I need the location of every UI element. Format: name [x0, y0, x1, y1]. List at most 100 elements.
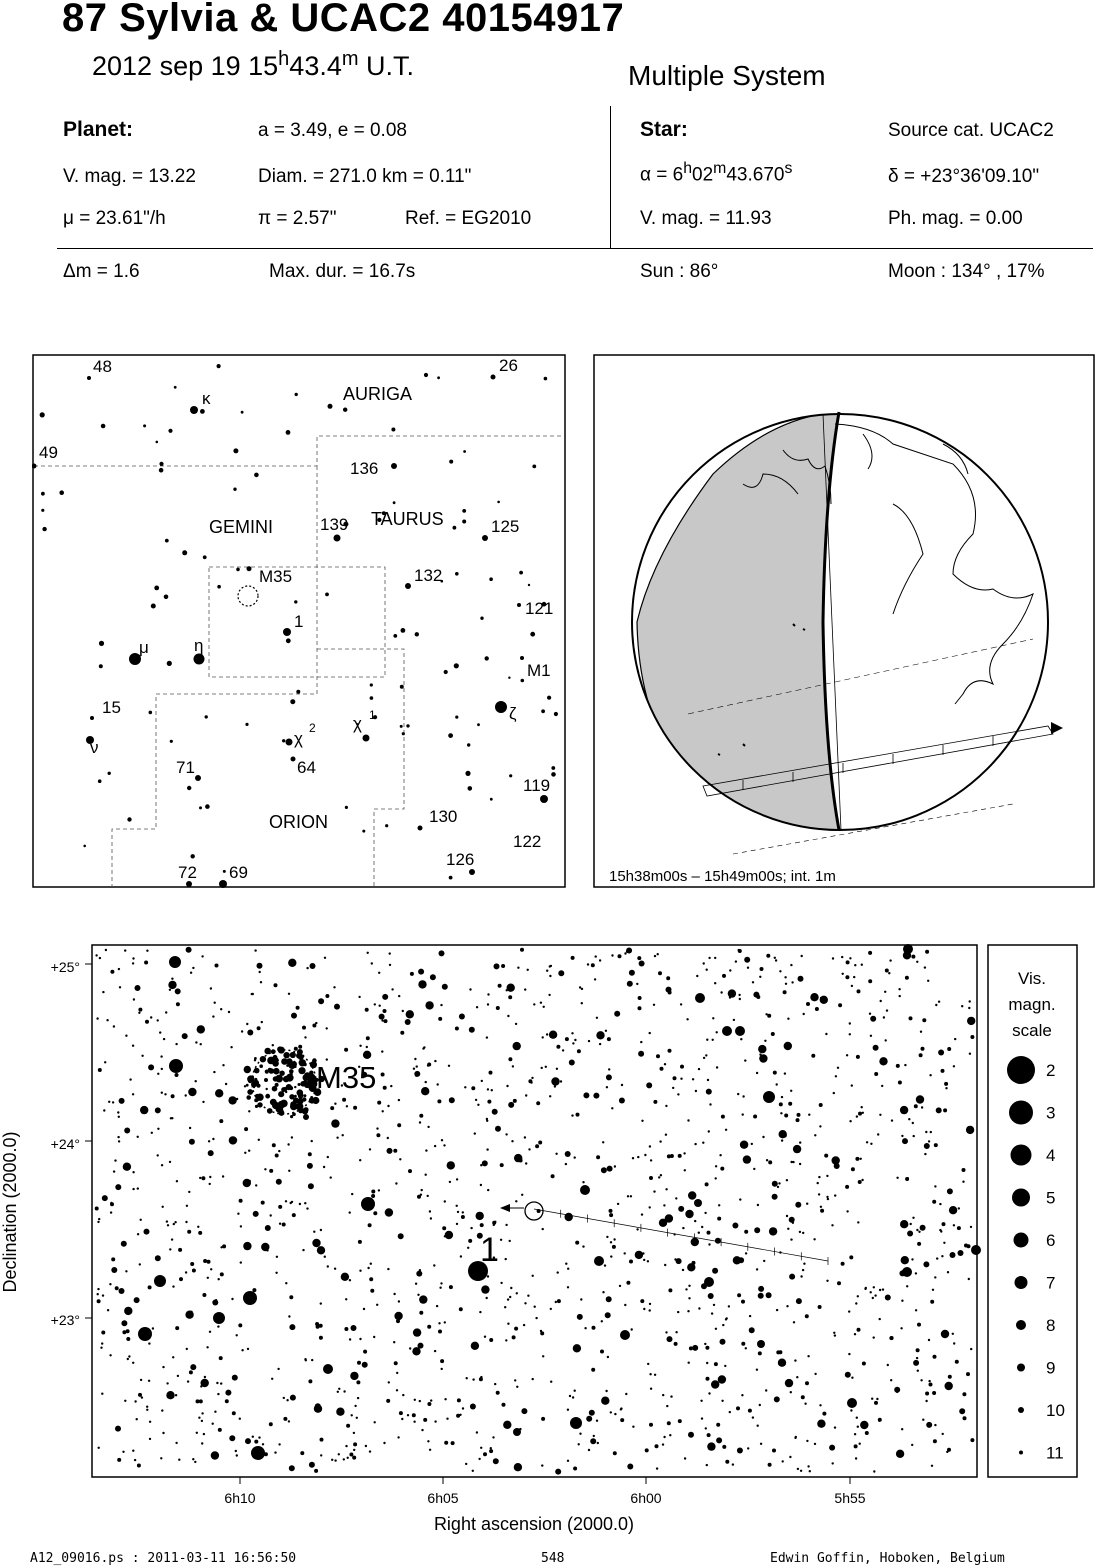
- finder-label-126: 126: [446, 850, 474, 869]
- field-star: [706, 1361, 709, 1365]
- field-star: [371, 1194, 376, 1198]
- field-star: [694, 1089, 698, 1093]
- field-star: [800, 954, 803, 958]
- field-star: [478, 1457, 481, 1461]
- field-star: [927, 1338, 931, 1342]
- field-star: [162, 1431, 165, 1435]
- finder-star: [399, 684, 404, 689]
- field-star: [701, 1225, 704, 1229]
- field-star: [848, 1352, 851, 1356]
- field-star: [170, 1094, 175, 1099]
- field-star: [826, 1197, 830, 1201]
- field-star: [705, 1463, 708, 1467]
- field-star: [714, 1237, 721, 1244]
- field-star: [781, 1460, 784, 1463]
- finder-star: [205, 804, 210, 809]
- field-star: [202, 1293, 207, 1297]
- field-star: [132, 957, 135, 960]
- field-star: [566, 1286, 570, 1289]
- field-star: [556, 1271, 559, 1274]
- field-star: [750, 1142, 753, 1146]
- field-star: [217, 1278, 220, 1281]
- field-star: [688, 1191, 697, 1200]
- field-star: [303, 1114, 309, 1120]
- field-star: [486, 1088, 490, 1091]
- field-star: [717, 1216, 722, 1221]
- field-star: [159, 1031, 162, 1034]
- field-star: [248, 1149, 251, 1152]
- field-star: [479, 1183, 483, 1187]
- field-star: [720, 1114, 725, 1119]
- field-star: [556, 1299, 561, 1304]
- field-star: [174, 1073, 179, 1077]
- field-star: [505, 1133, 508, 1136]
- field-star: [176, 1374, 180, 1378]
- field-star: [429, 974, 436, 981]
- bright-star: [154, 1275, 166, 1287]
- field-star: [168, 980, 177, 990]
- field-star: [271, 1377, 274, 1380]
- field-star: [528, 1148, 531, 1151]
- field-star: [782, 1133, 787, 1138]
- field-star: [117, 1457, 122, 1462]
- field-star: [487, 1099, 492, 1104]
- field-star: [334, 1003, 340, 1010]
- field-star: [448, 1285, 453, 1290]
- finder-star: [495, 701, 507, 713]
- field-star: [345, 1105, 349, 1108]
- field-star: [346, 1456, 349, 1459]
- field-star: [216, 1381, 219, 1385]
- field-star: [195, 1431, 198, 1434]
- field-star: [826, 1279, 829, 1282]
- field-star: [178, 1247, 183, 1252]
- field-star: [751, 981, 755, 984]
- field-star: [941, 1255, 944, 1258]
- field-star: [790, 1238, 793, 1241]
- field-star: [918, 1230, 921, 1233]
- field-star: [778, 1350, 783, 1355]
- field-star: [935, 1107, 942, 1114]
- field-star: [157, 1072, 160, 1075]
- field-star: [348, 1211, 351, 1214]
- finder-star: [59, 490, 64, 495]
- finder-star: [467, 786, 473, 791]
- field-star: [666, 1404, 669, 1408]
- field-star: [932, 1354, 937, 1359]
- field-star: [382, 993, 389, 1000]
- field-star: [613, 1238, 616, 1241]
- field-star: [725, 1317, 728, 1320]
- field-star: [129, 1078, 132, 1081]
- field-star: [753, 1114, 758, 1119]
- field-star: [602, 1141, 605, 1144]
- field-star: [571, 1114, 574, 1117]
- finder-star: [540, 795, 548, 803]
- finder-star: [406, 724, 410, 728]
- field-star: [118, 1097, 125, 1104]
- field-star: [586, 1415, 593, 1422]
- cluster-star: [274, 1082, 279, 1087]
- field-star: [308, 1379, 313, 1384]
- finder-label-69: 69: [229, 863, 248, 882]
- field-star: [833, 1426, 837, 1429]
- field-star: [370, 962, 373, 965]
- field-star: [207, 1140, 211, 1143]
- field-star: [419, 1310, 424, 1315]
- finder-star: [392, 501, 396, 505]
- field-star: [576, 1049, 581, 1054]
- field-star: [428, 1210, 432, 1213]
- field-star: [870, 1015, 877, 1022]
- field-star: [190, 1364, 197, 1371]
- field-star: [559, 1080, 563, 1083]
- field-star: [932, 1439, 937, 1444]
- finder-star: [285, 738, 293, 746]
- field-star: [397, 1436, 400, 1439]
- field-star: [508, 1101, 515, 1108]
- motion-arrow-icon: [1051, 722, 1063, 734]
- field-star: [727, 989, 737, 998]
- field-star: [202, 1100, 205, 1104]
- field-star: [831, 957, 835, 960]
- field-star: [199, 1176, 202, 1180]
- finder-star: [296, 689, 301, 694]
- field-star: [507, 1322, 510, 1325]
- field-star: [440, 1003, 443, 1007]
